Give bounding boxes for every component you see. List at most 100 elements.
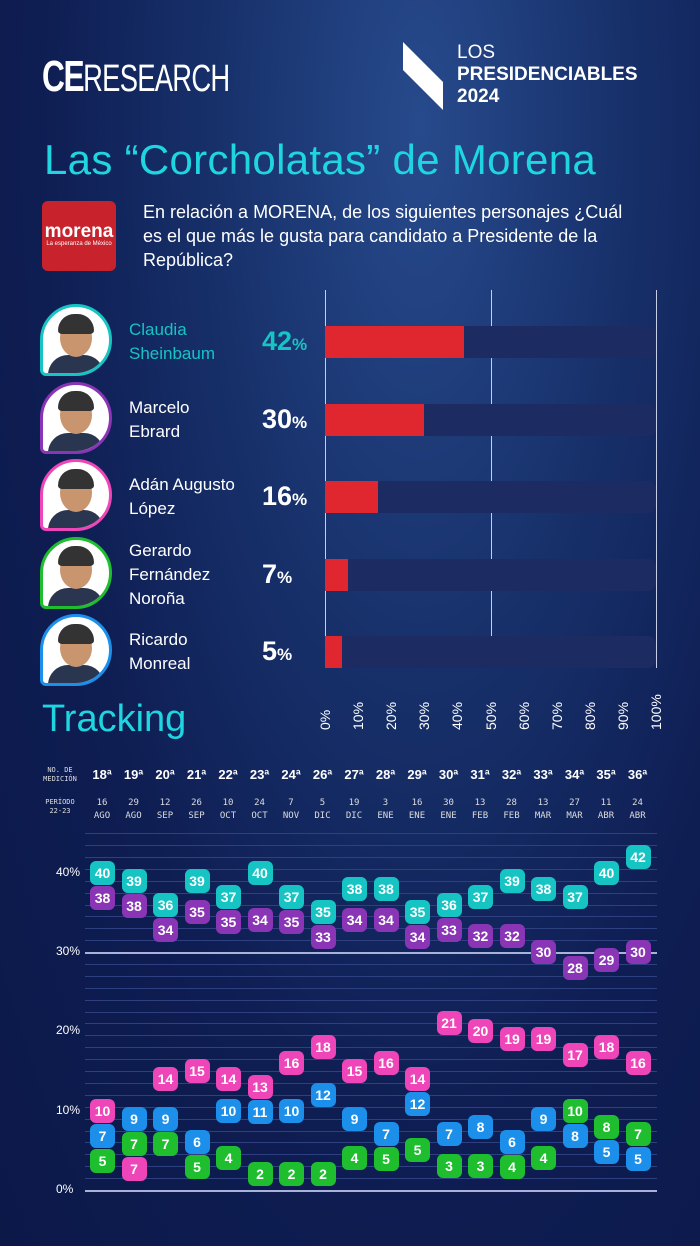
- name-line: Ricardo: [129, 630, 188, 649]
- data-point-ebrard: 35: [216, 909, 241, 934]
- measurement-date: 24 ABR: [622, 797, 654, 823]
- date-part: 26: [191, 798, 202, 808]
- x-tick-label: 80%: [581, 701, 598, 730]
- measurement-number: 36ª: [627, 767, 648, 782]
- data-point-adan: 14: [405, 1066, 430, 1091]
- data-point-monreal: 5: [594, 1139, 619, 1164]
- measurement-date: 5 DIC: [307, 797, 339, 823]
- data-point-sheinbaum: 40: [90, 860, 115, 885]
- date-part: 3: [382, 798, 389, 808]
- measurement-date: 16 ENE: [401, 797, 433, 823]
- measurement-date: 10 OCT: [212, 797, 244, 823]
- unit: %: [292, 335, 308, 354]
- measurement-number: 34ª: [564, 767, 585, 782]
- candidate-name: Marcelo Ebrard: [129, 396, 189, 444]
- gridline: [85, 892, 657, 894]
- bar: [325, 481, 378, 513]
- shirt: [48, 587, 104, 606]
- data-point-adan: 18: [594, 1035, 619, 1060]
- date-part: 24: [254, 798, 265, 808]
- data-point-norona: 4: [531, 1146, 556, 1171]
- page-title: Las “Corcholatas” de Morena: [44, 136, 597, 183]
- data-point-sheinbaum: 38: [373, 876, 399, 901]
- measurement-number: 32ª: [501, 767, 522, 782]
- period-header-label: PERÍODO 22-23: [45, 798, 75, 815]
- date-part: AGO: [93, 811, 111, 821]
- data-point-monreal: 8: [562, 1123, 588, 1148]
- data-point-sheinbaum: 40: [247, 860, 273, 885]
- date-part: AGO: [125, 811, 142, 821]
- y-tick-label: 10%: [56, 1102, 81, 1117]
- measurement-number: 18ª: [92, 767, 112, 782]
- date-part: SEP: [156, 811, 174, 821]
- data-point-ebrard: 33: [310, 925, 336, 950]
- gridline: [85, 963, 657, 965]
- data-point-ebrard: 38: [90, 885, 115, 910]
- name-line: Fernández: [129, 564, 211, 584]
- candidate-name: Claudia Sheinbaum: [129, 318, 215, 366]
- data-point-ebrard: 34: [405, 925, 430, 950]
- data-point-monreal: 8: [468, 1114, 493, 1139]
- data-point-adan: 16: [625, 1051, 651, 1076]
- date-part: DIC: [314, 811, 331, 821]
- gridline: [85, 833, 657, 835]
- data-point-sheinbaum: 35: [310, 900, 336, 925]
- name-line: Claudia: [129, 320, 187, 339]
- date-part: OCT: [219, 811, 237, 821]
- data-point-norona: 7: [153, 1131, 178, 1156]
- data-point-ebrard: 35: [184, 900, 210, 925]
- data-point-adan: 18: [310, 1035, 336, 1060]
- gridline: [490, 290, 492, 668]
- data-point-adan: 15: [184, 1059, 210, 1084]
- data-point-sheinbaum: 42: [625, 844, 651, 869]
- gridline: [85, 845, 657, 847]
- name-line: Ebrard: [129, 421, 181, 441]
- ce-research-logo: CERESEARCH: [42, 52, 230, 101]
- name-line: Monreal: [129, 654, 191, 673]
- data-point-norona: 4: [499, 1155, 525, 1180]
- y-tick-label: 30%: [56, 944, 81, 959]
- date-part: ENE: [408, 811, 426, 821]
- data-point-monreal: 11: [247, 1099, 273, 1124]
- data-point-monreal: 9: [531, 1106, 556, 1131]
- data-point-norona: 5: [405, 1138, 430, 1163]
- data-point-monreal: 12: [310, 1082, 336, 1107]
- data-point-norona: 4: [342, 1146, 367, 1171]
- gridline: [85, 1190, 657, 1192]
- data-point-ebrard: 34: [373, 908, 399, 933]
- y-tick-label: 20%: [56, 1023, 81, 1038]
- data-point-adan: 14: [216, 1066, 241, 1091]
- data-point-norona: 2: [310, 1162, 336, 1187]
- data-point-monreal: 6: [499, 1130, 525, 1155]
- data-point-adan: 13: [247, 1074, 273, 1099]
- data-point-ebrard: 32: [499, 924, 525, 949]
- date-part: FEB: [503, 811, 520, 821]
- measurement-header-label: NO. DE MEDICIÓN: [43, 766, 77, 783]
- date-part: OCT: [251, 811, 268, 821]
- candidate-name: Gerardo Fernández Noroña: [129, 539, 210, 611]
- name-line: Sheinbaum: [129, 344, 216, 363]
- x-tick-label: 90%: [614, 701, 631, 730]
- data-point-monreal: 12: [405, 1091, 430, 1116]
- data-point-sheinbaum: 39: [184, 868, 210, 893]
- data-point-sheinbaum: 38: [342, 876, 367, 901]
- data-point-adan: 19: [531, 1027, 556, 1052]
- date-part: 19: [348, 798, 360, 808]
- gridline: [85, 1130, 657, 1132]
- gridline: [85, 1178, 657, 1180]
- hair: [58, 546, 94, 567]
- measurement-number: 24ª: [281, 767, 301, 782]
- date-part: 7: [288, 798, 294, 808]
- gridline: [85, 952, 657, 955]
- gridline: [85, 1071, 657, 1073]
- data-point-monreal: 10: [279, 1098, 304, 1123]
- measurement-number: 31ª: [470, 767, 490, 782]
- date-part: ABR: [629, 811, 646, 821]
- gridline: [85, 928, 657, 930]
- measurement-number: 27ª: [344, 767, 364, 782]
- date-part: 10: [222, 798, 234, 808]
- measurement-date: 30 ENE: [433, 797, 465, 823]
- gridline: [85, 868, 657, 870]
- measurement-number: 29ª: [407, 767, 427, 782]
- candidate-name: Ricardo Monreal: [129, 628, 190, 676]
